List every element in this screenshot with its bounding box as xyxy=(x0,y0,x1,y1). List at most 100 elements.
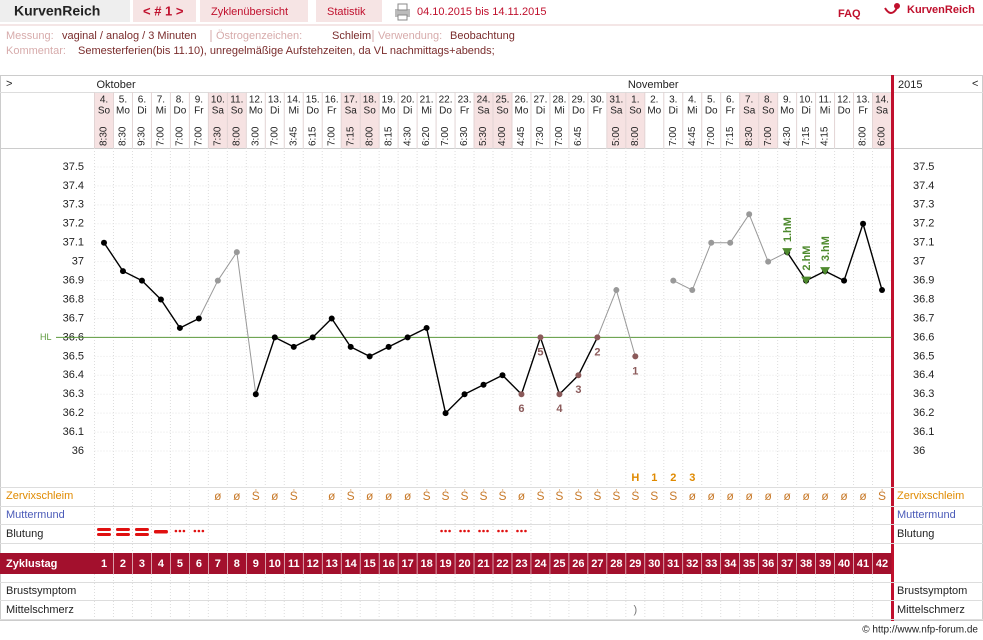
curve-segment xyxy=(691,242,712,291)
info-value: Beobachtung xyxy=(450,30,515,42)
tab-label[interactable]: Zyklenübersicht xyxy=(211,6,288,18)
nav-prev[interactable]: > xyxy=(6,78,12,90)
cervical-mucus: Ṡ xyxy=(290,489,298,503)
weekday-label: Fr xyxy=(194,106,204,117)
cycle-day: 39 xyxy=(819,558,831,570)
row-label: Muttermund xyxy=(6,509,65,521)
tab[interactable] xyxy=(316,0,382,22)
temp-point xyxy=(366,353,373,360)
time-label: 7:00 xyxy=(175,126,186,146)
info-value: Schleim xyxy=(332,30,371,42)
day-label: 3. xyxy=(669,95,677,106)
cycle-day: 4 xyxy=(158,558,165,570)
cycle-nav[interactable]: < # 1 > xyxy=(143,3,184,18)
cycle-day: 35 xyxy=(743,558,755,570)
curve-segment xyxy=(673,280,693,291)
time-label: 9:30 xyxy=(137,126,148,146)
tab[interactable] xyxy=(200,0,308,22)
weekday-label: Di xyxy=(669,106,678,117)
bleeding-light xyxy=(486,529,489,533)
curve-segment xyxy=(596,289,617,338)
footer: © http://www.nfp-forum.de xyxy=(862,625,978,636)
cervical-mucus: ø xyxy=(233,489,241,503)
nav-tab[interactable] xyxy=(133,0,196,22)
time-label: 4:30 xyxy=(402,126,413,146)
temp-point xyxy=(309,334,316,341)
temp-point xyxy=(290,343,297,350)
cervical-mucus: ø xyxy=(385,489,393,503)
weekday-label: Sa xyxy=(876,106,889,117)
y-tick-label: 36.1 xyxy=(63,426,84,438)
day-label: 8. xyxy=(176,95,184,106)
curve-segment xyxy=(141,280,162,301)
cycle-day: 30 xyxy=(648,558,660,570)
time-label: 5:00 xyxy=(611,126,622,146)
cycle-day: 36 xyxy=(762,558,774,570)
curve-segment xyxy=(464,384,484,395)
cervical-mucus: ø xyxy=(404,489,412,503)
time-label: 3:00 xyxy=(250,126,261,146)
temp-point xyxy=(537,334,544,341)
point-label: 3 xyxy=(575,384,581,396)
faq-link[interactable]: FAQ xyxy=(838,8,861,20)
day-label: 21. xyxy=(420,95,434,106)
tab-label[interactable]: Statistik xyxy=(327,6,366,18)
time-label: 7:30 xyxy=(212,126,223,146)
cervical-mucus: Ṡ xyxy=(498,489,506,503)
y-tick-label: 36.5 xyxy=(63,350,84,362)
temp-point xyxy=(252,391,259,398)
day-label: 9. xyxy=(195,95,203,106)
cycle-day: 33 xyxy=(705,558,717,570)
logo-text[interactable]: KurvenReich xyxy=(907,4,975,16)
y-tick-label: 36.8 xyxy=(913,293,934,305)
time-label: 7:15 xyxy=(725,126,736,146)
day-label: 1. xyxy=(631,95,639,106)
y-tick-label: 37.4 xyxy=(913,180,934,192)
day-label: 17. xyxy=(344,95,358,106)
y-tick-label: 36.2 xyxy=(63,407,84,419)
nav-next[interactable]: < xyxy=(972,78,978,90)
day-label: 26. xyxy=(515,95,529,106)
weekend-shade xyxy=(493,93,512,148)
temp-point xyxy=(176,324,183,331)
curve-segment xyxy=(103,242,124,272)
bleeding-light xyxy=(520,529,523,533)
day-label: 28. xyxy=(552,95,566,106)
time-label: 4:45 xyxy=(687,126,698,146)
cycle-day: 27 xyxy=(591,558,603,570)
day-label: 18. xyxy=(363,95,377,106)
day-label: 9. xyxy=(783,95,791,106)
hm-marker xyxy=(820,267,831,276)
temp-point xyxy=(746,211,753,218)
cervical-mucus: S xyxy=(650,489,658,503)
print-icon[interactable] xyxy=(395,3,410,21)
cycle-day: 14 xyxy=(345,558,358,570)
y-tick-label: 36.2 xyxy=(913,407,934,419)
weekday-label: Mi xyxy=(288,106,299,117)
logo-curve xyxy=(884,7,898,14)
cervical-mucus: ø xyxy=(840,489,848,503)
weekday-label: Fr xyxy=(327,106,337,117)
day-label: 13. xyxy=(268,95,282,106)
y-tick-label: 37.4 xyxy=(63,180,84,192)
temp-point xyxy=(518,391,525,398)
curve-segment xyxy=(369,346,389,357)
row-label: Muttermund xyxy=(897,509,956,521)
temp-point xyxy=(119,268,126,275)
cycle-day: 32 xyxy=(686,558,698,570)
weekday-label: Fr xyxy=(858,106,868,117)
day-label: 16. xyxy=(325,95,339,106)
y-tick-label: 36.7 xyxy=(63,312,84,324)
cycle-day: 29 xyxy=(629,558,641,570)
row-label: Zervixschleim xyxy=(897,490,964,502)
y-tick-label: 36.5 xyxy=(913,350,934,362)
weekday-label: Do xyxy=(838,106,851,117)
cervical-mucus: Ṡ xyxy=(442,489,450,503)
curve-segment xyxy=(843,223,864,281)
curve-segment xyxy=(198,280,219,319)
y-tick-label: 36.4 xyxy=(913,369,934,381)
cycle-day: 12 xyxy=(307,558,319,570)
cycle-day: 19 xyxy=(439,558,451,570)
y-tick-label: 36.7 xyxy=(913,312,934,324)
info-value: Semesterferien(bis 11.10), unregelmäßige… xyxy=(78,45,495,57)
